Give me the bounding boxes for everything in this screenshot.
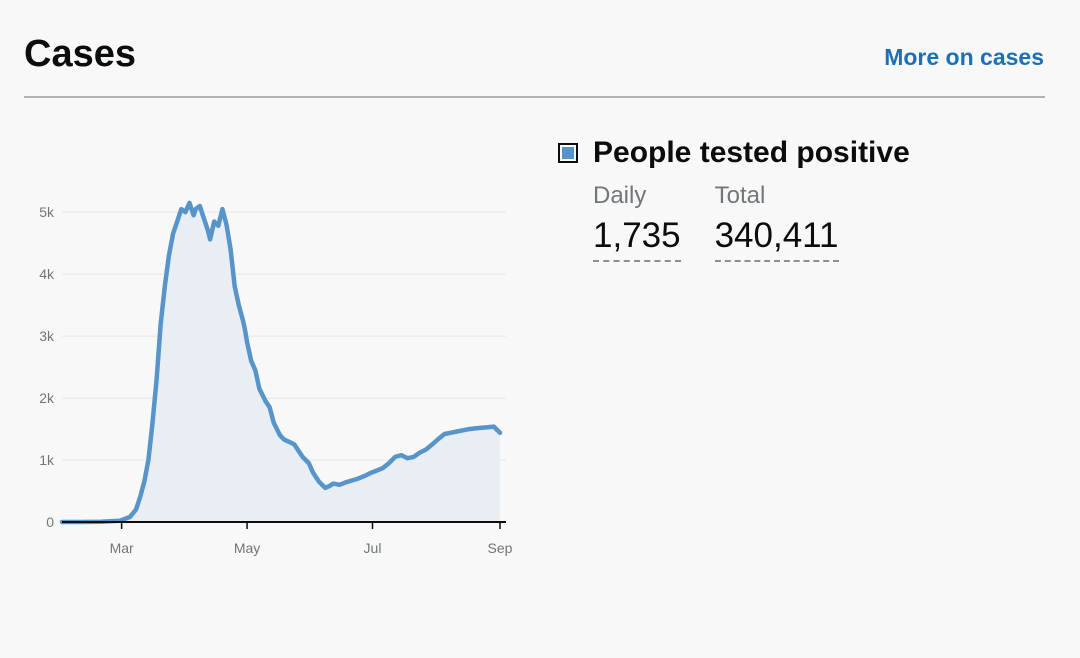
legend-swatch-icon xyxy=(558,143,578,163)
series-area xyxy=(62,202,500,522)
daily-label: Daily xyxy=(593,182,647,209)
daily-stat: Daily 1,735 xyxy=(593,182,681,262)
more-on-cases-link[interactable]: More on cases xyxy=(884,44,1044,70)
x-tick-label: Mar xyxy=(110,540,134,556)
y-tick-label: 3k xyxy=(39,328,55,344)
total-stat: Total 340,411 xyxy=(714,182,839,262)
y-tick-label: 5k xyxy=(39,204,55,220)
x-tick-label: Jul xyxy=(364,540,382,556)
cases-line-chart: 0 1k 2k 3k 4k 5k Mar May Jul Sep xyxy=(39,200,513,556)
y-tick-label: 4k xyxy=(39,266,55,282)
y-tick-label: 0 xyxy=(46,514,54,530)
legend: People tested positive Daily 1,735 Total… xyxy=(558,134,910,262)
total-value[interactable]: 340,411 xyxy=(714,214,839,262)
series-line xyxy=(59,200,503,525)
y-tick-label: 2k xyxy=(39,390,55,406)
y-tick-label: 1k xyxy=(39,452,55,468)
legend-label: People tested positive xyxy=(593,136,910,169)
total-label: Total xyxy=(714,182,766,209)
daily-value[interactable]: 1,735 xyxy=(593,214,681,262)
stats: Daily 1,735 Total 340,411 xyxy=(593,182,910,262)
card-title: Cases xyxy=(24,33,136,75)
legend-header: People tested positive xyxy=(558,134,910,172)
x-tick-label: May xyxy=(234,540,260,556)
x-tick-label: Sep xyxy=(488,540,513,556)
header-divider xyxy=(24,96,1045,98)
